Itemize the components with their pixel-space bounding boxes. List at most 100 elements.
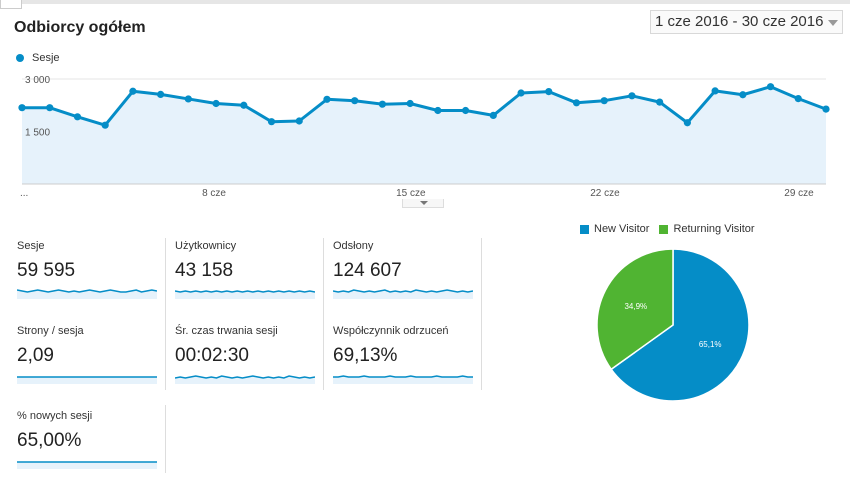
legend-swatch (580, 224, 589, 234)
metric-value: 124 607 (333, 260, 402, 281)
data-point (267, 118, 276, 126)
sparkline-area (17, 290, 157, 299)
data-point (572, 99, 581, 107)
pie-slice-returning-visitor (596, 248, 674, 371)
sparkline-line (175, 375, 315, 379)
metric-value: 2,09 (17, 345, 54, 366)
page-title: Odbiorcy ogółem (14, 19, 146, 36)
metric-label: Współczynnik odrzuceń (333, 325, 449, 337)
metric-sessions[interactable]: Sesje 59 595 (17, 240, 161, 299)
metric-value: 65,00% (17, 430, 82, 451)
series-dot-icon (16, 54, 24, 62)
x-tick-label: 8 cze (202, 188, 226, 199)
metric-label: Użytkownicy (175, 240, 237, 252)
sparkline-line (17, 289, 157, 293)
data-point (46, 104, 54, 112)
date-range-picker[interactable]: 1 cze 2016 - 30 cze 2016 (650, 10, 843, 34)
data-point (683, 119, 691, 127)
metric-new-sessions[interactable]: % nowych sesji 65,00% (17, 410, 161, 469)
pie-slice-new-visitor (610, 248, 750, 402)
metric-value: 43 158 (175, 260, 234, 281)
metric-sparkline (17, 376, 157, 384)
data-point (545, 88, 553, 96)
metric-divider (323, 238, 324, 390)
metric-sparkline (333, 289, 473, 299)
data-point (295, 117, 303, 125)
data-point (129, 87, 137, 95)
legend-item-new-visitor[interactable]: New Visitor (580, 223, 649, 235)
metric-sparkline (333, 375, 473, 384)
x-tick-label: 22 cze (590, 188, 620, 199)
metric-pageviews[interactable]: Odsłony 124 607 (333, 240, 477, 299)
data-point (766, 83, 775, 91)
y-tick-label: 1 500 (25, 128, 50, 139)
sparkline-area (17, 462, 157, 469)
chevron-down-icon[interactable] (828, 20, 838, 26)
data-point (101, 121, 109, 129)
sparkline-line (333, 375, 473, 378)
area-fill (22, 86, 826, 184)
chart-expand-toggle[interactable] (402, 199, 444, 208)
data-point (351, 97, 359, 105)
pie-legend: New Visitor Returning Visitor (580, 223, 765, 235)
data-point (184, 95, 192, 103)
sparkline-area (175, 291, 315, 299)
data-point (517, 89, 525, 97)
data-point (240, 101, 248, 109)
metric-sparkline (17, 289, 157, 299)
legend-item-returning-visitor[interactable]: Returning Visitor (659, 223, 755, 235)
data-point (656, 98, 664, 106)
metric-value: 59 595 (17, 260, 76, 281)
metric-divider (165, 238, 166, 390)
pie-data-label: 65,1% (699, 340, 722, 349)
y-tick-label: 3 000 (25, 75, 50, 86)
date-range-text: 1 cze 2016 - 30 cze 2016 (655, 13, 824, 30)
data-point (628, 92, 636, 100)
sparkline-line (175, 290, 315, 293)
metric-avg-session-duration[interactable]: Śr. czas trwania sesji 00:02:30 (175, 325, 319, 384)
sparkline-area (333, 376, 473, 384)
x-tick-label: ... (20, 188, 28, 199)
metric-divider (165, 405, 166, 473)
data-point (794, 95, 802, 103)
data-point (18, 104, 26, 112)
x-tick-label: 15 cze (396, 188, 426, 199)
metric-label: Sesje (17, 240, 45, 252)
metric-bounce-rate[interactable]: Współczynnik odrzuceń 69,13% (333, 325, 477, 384)
data-point (157, 90, 165, 98)
data-point (461, 106, 470, 115)
pie-data-label: 34,9% (624, 302, 647, 311)
data-point (711, 87, 719, 95)
legend-series-label: Sesje (32, 52, 60, 64)
chart-legend: Sesje (16, 52, 60, 64)
metric-label: Śr. czas trwania sesji (175, 325, 278, 337)
metric-divider (481, 238, 482, 390)
data-point (406, 99, 414, 108)
metric-users[interactable]: Użytkownicy 43 158 (175, 240, 319, 299)
metric-label: Odsłony (333, 240, 374, 252)
metric-value: 00:02:30 (175, 345, 249, 366)
chevron-down-icon (420, 201, 428, 205)
metric-sparkline (175, 290, 315, 299)
legend-swatch (659, 224, 669, 234)
metric-sparkline (175, 375, 315, 384)
metric-label: Strony / sesja (17, 325, 84, 337)
legend-label: New Visitor (594, 223, 650, 235)
metric-sparkline (17, 461, 157, 469)
data-point (739, 91, 747, 99)
metric-label: % nowych sesji (17, 410, 93, 422)
sparkline-line (333, 289, 473, 293)
series-line (22, 85, 827, 127)
metric-value: 69,13% (333, 345, 398, 366)
data-point (822, 105, 830, 113)
top-border (0, 0, 850, 4)
data-point (489, 111, 497, 119)
sessions-line-chart: 3 000 1 500... 8 cze 15 cze 22 cze 29 cze (18, 75, 830, 199)
sparkline-area (17, 377, 157, 384)
visitor-pie-chart: 65,1% 34,9% (596, 248, 750, 402)
metric-pages-per-session[interactable]: Strony / sesja 2,09 (17, 325, 161, 384)
top-tab[interactable] (0, 0, 22, 9)
data-point (600, 97, 608, 105)
data-point (378, 100, 387, 108)
data-point (73, 113, 82, 121)
